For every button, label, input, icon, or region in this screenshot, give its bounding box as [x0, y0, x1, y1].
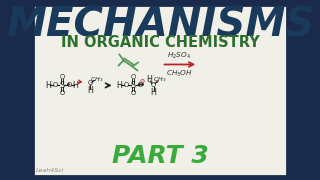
Text: O: O	[59, 74, 64, 80]
Text: O: O	[124, 82, 129, 88]
Text: +: +	[154, 79, 159, 84]
FancyArrowPatch shape	[78, 80, 81, 83]
Text: H: H	[116, 81, 122, 90]
Text: O: O	[131, 74, 136, 80]
Text: H: H	[151, 88, 156, 97]
Text: ⊖: ⊖	[140, 79, 145, 84]
Text: H: H	[45, 81, 51, 90]
Text: O: O	[131, 90, 136, 96]
Text: O: O	[138, 82, 143, 88]
Text: H: H	[146, 75, 152, 84]
Text: S: S	[131, 81, 136, 90]
Text: $CH_3$: $CH_3$	[153, 75, 167, 84]
Text: O: O	[59, 90, 64, 96]
Text: O: O	[151, 82, 156, 88]
Text: Leah4Sci: Leah4Sci	[36, 168, 64, 173]
Text: H: H	[73, 81, 78, 90]
Text: $CH_3OH$: $CH_3OH$	[166, 68, 193, 79]
Text: MECHANISMS: MECHANISMS	[6, 6, 314, 46]
Text: O: O	[88, 80, 93, 86]
Text: S: S	[59, 81, 64, 90]
Text: O: O	[52, 82, 58, 88]
Text: $H_2SO_4$: $H_2SO_4$	[167, 50, 191, 60]
Text: IN ORGANIC CHEMISTRY: IN ORGANIC CHEMISTRY	[60, 35, 260, 50]
Text: O: O	[67, 82, 72, 88]
Text: $CH_3$: $CH_3$	[90, 75, 103, 84]
Text: PART 3: PART 3	[112, 144, 208, 168]
Text: H: H	[87, 86, 93, 95]
